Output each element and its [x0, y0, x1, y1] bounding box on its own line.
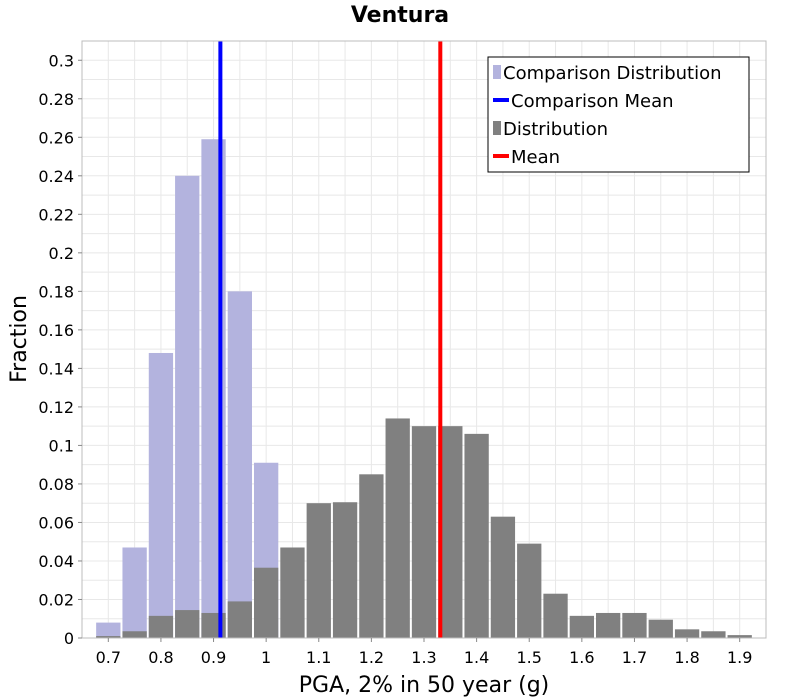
x-tick-label: 1.7 — [622, 648, 647, 667]
legend: Comparison Distribution Comparison Mean Di… — [487, 56, 750, 173]
y-tick-label: 0.12 — [38, 398, 74, 417]
histogram-bar — [227, 291, 252, 638]
histogram-bar — [490, 516, 516, 638]
y-tick-label: 0.1 — [49, 436, 74, 455]
histogram-bar — [411, 426, 437, 638]
x-tick-label: 1 — [261, 648, 271, 667]
histogram-bar — [96, 622, 121, 638]
histogram-bar — [464, 433, 489, 638]
histogram-bar — [596, 612, 621, 638]
y-tick-label: 0.28 — [38, 90, 74, 109]
histogram-bar — [543, 593, 568, 638]
histogram-bar — [122, 631, 147, 638]
legend-label: Comparison Distribution — [503, 63, 722, 84]
y-tick-label: 0.24 — [38, 167, 74, 186]
histogram-bar — [148, 615, 174, 638]
histogram-bar — [280, 547, 305, 638]
histogram-bar — [175, 610, 200, 638]
histogram-bar — [517, 543, 542, 638]
histogram-bar — [701, 631, 726, 638]
histogram-bar — [332, 502, 358, 638]
y-tick-label: 0 — [64, 629, 74, 648]
x-tick-label: 1.5 — [517, 648, 542, 667]
x-tick-label: 1.1 — [306, 648, 331, 667]
legend-swatch — [493, 65, 501, 79]
y-tick-label: 0.16 — [38, 321, 74, 340]
histogram-bar — [569, 615, 594, 638]
y-axis-ticks: 0 0.02 0.04 0.06 0.08 0.1 0.12 0.14 0.16 0.18 0.2 0… — [38, 51, 82, 648]
legend-label: Mean — [511, 147, 560, 168]
legend-label: Comparison Mean — [511, 91, 674, 112]
y-tick-label: 0.2 — [49, 244, 74, 263]
histogram-bar — [674, 629, 700, 638]
histogram-bar — [622, 612, 647, 638]
histogram-bar — [648, 619, 673, 638]
legend-swatch — [493, 121, 501, 135]
y-tick-label: 0.26 — [38, 128, 74, 147]
x-tick-label: 0.8 — [148, 648, 173, 667]
histogram-bar — [385, 418, 410, 638]
histogram-bar — [227, 601, 252, 638]
histogram-bar — [306, 503, 331, 638]
x-tick-label: 1.2 — [359, 648, 384, 667]
x-axis-label: PGA, 2% in 50 year (g) — [299, 673, 550, 698]
x-tick-label: 1.9 — [727, 648, 752, 667]
histogram-bar — [122, 547, 147, 638]
histogram-bar — [96, 636, 121, 638]
x-tick-label: 0.7 — [96, 648, 121, 667]
y-tick-label: 0.22 — [38, 205, 74, 224]
y-tick-label: 0.3 — [49, 51, 74, 70]
x-tick-label: 0.9 — [201, 648, 226, 667]
histogram-bar — [148, 352, 174, 638]
y-tick-label: 0.02 — [38, 590, 74, 609]
x-tick-label: 1.4 — [464, 648, 489, 667]
histogram-bar — [254, 567, 279, 638]
histogram-bar — [727, 635, 752, 638]
y-tick-label: 0.08 — [38, 475, 74, 494]
legend-label: Distribution — [503, 119, 608, 140]
legend-box — [487, 56, 750, 173]
mean-lines-layer — [218, 41, 443, 638]
y-tick-label: 0.18 — [38, 282, 74, 301]
y-tick-label: 0.04 — [38, 552, 74, 571]
x-axis-ticks: 0.7 0.8 0.9 1 1.1 1.2 1.3 1.4 1.5 1.6 1.7 1.8 1.9 — [96, 638, 752, 667]
y-tick-label: 0.14 — [38, 359, 74, 378]
chart-title: Ventura — [351, 3, 449, 28]
histogram-bar — [359, 474, 384, 638]
x-tick-label: 1.6 — [569, 648, 594, 667]
y-tick-label: 0.06 — [38, 513, 74, 532]
x-tick-label: 1.3 — [411, 648, 436, 667]
histogram-bar — [175, 175, 200, 638]
x-tick-label: 1.8 — [674, 648, 699, 667]
y-axis-label: Fraction — [7, 295, 32, 383]
